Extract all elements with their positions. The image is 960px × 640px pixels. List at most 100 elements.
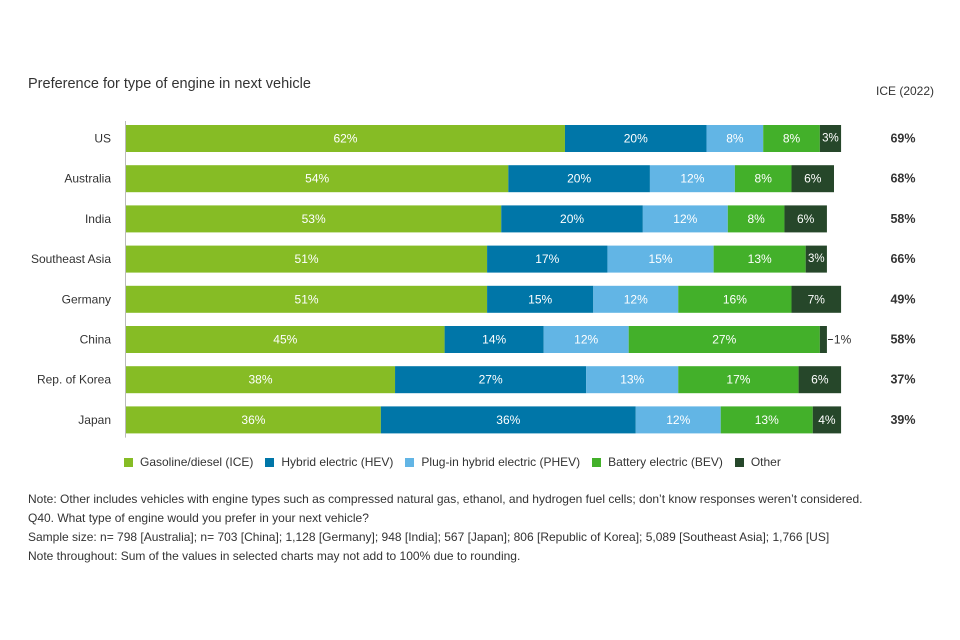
data-label: 36% bbox=[496, 413, 520, 427]
data-label: 27% bbox=[479, 373, 503, 387]
category-label: US bbox=[94, 132, 111, 146]
chart-notes: Note: Other includes vehicles with engin… bbox=[28, 490, 862, 566]
data-label: 8% bbox=[726, 132, 744, 146]
bar-segment bbox=[706, 125, 764, 152]
data-label: 12% bbox=[574, 333, 598, 347]
data-label: 13% bbox=[748, 252, 772, 266]
data-label: 8% bbox=[755, 172, 773, 186]
bar-segment bbox=[649, 165, 735, 193]
data-label: 15% bbox=[649, 252, 673, 266]
data-label: 53% bbox=[302, 212, 326, 226]
ice-2022-value: 58% bbox=[890, 333, 915, 347]
bar-segment bbox=[444, 326, 544, 353]
bar-segment bbox=[819, 326, 827, 353]
data-label: 17% bbox=[535, 252, 559, 266]
legend-swatch bbox=[592, 457, 602, 467]
bar-segment bbox=[487, 245, 608, 273]
data-label: 14% bbox=[482, 333, 506, 347]
bar-segment bbox=[126, 285, 488, 313]
bar-segment bbox=[628, 326, 820, 353]
legend-item: Other bbox=[734, 455, 781, 469]
note-sample-size: Sample size: n= 798 [Australia]; n= 703 … bbox=[28, 530, 830, 544]
bar-segment bbox=[607, 245, 714, 273]
bar-segment bbox=[812, 406, 842, 434]
bar-segment bbox=[791, 165, 834, 193]
data-label: 27% bbox=[712, 333, 736, 347]
bar-segment bbox=[642, 205, 728, 233]
bar-segment bbox=[380, 406, 636, 434]
bar-segment bbox=[784, 205, 827, 233]
ice-2022-value: 39% bbox=[890, 413, 915, 427]
note-question: Q40. What type of engine would you prefe… bbox=[28, 511, 369, 525]
data-label: 7% bbox=[808, 292, 826, 306]
data-label: 6% bbox=[797, 212, 815, 226]
legend-label: Plug-in hybrid electric (PHEV) bbox=[421, 455, 581, 469]
category-label: China bbox=[80, 333, 112, 347]
bar-segment bbox=[720, 406, 813, 434]
bar-segment bbox=[487, 285, 594, 313]
data-label: 54% bbox=[305, 172, 329, 186]
legend-swatch bbox=[734, 457, 744, 467]
data-label: 12% bbox=[680, 172, 704, 186]
bar-segment bbox=[805, 245, 827, 273]
data-label: 16% bbox=[723, 292, 747, 306]
data-label: 15% bbox=[528, 292, 552, 306]
data-label: 51% bbox=[295, 292, 319, 306]
legend-label: Hybrid electric (HEV) bbox=[281, 455, 394, 469]
bar-segment bbox=[819, 125, 842, 152]
bar-segment bbox=[678, 285, 792, 313]
bar-segment bbox=[126, 165, 509, 193]
data-label: 17% bbox=[726, 373, 750, 387]
legend-swatch bbox=[124, 457, 133, 467]
legend-item: Battery electric (BEV) bbox=[592, 455, 723, 469]
bar-segment bbox=[543, 326, 629, 353]
data-label: 20% bbox=[624, 132, 648, 146]
category-label: Rep. of Korea bbox=[37, 373, 111, 387]
data-label: 4% bbox=[818, 413, 836, 427]
data-label: 12% bbox=[624, 292, 648, 306]
legend-swatch bbox=[265, 457, 275, 467]
bar-segment bbox=[798, 366, 842, 394]
bar-segment bbox=[126, 245, 488, 273]
data-label: 45% bbox=[273, 333, 297, 347]
stacked-bar-chart: US 62% 20% 8% 8% 3% 69% Australia 54% 20% 12% 8% 6% 6… bbox=[31, 121, 916, 438]
category-label: Australia bbox=[64, 172, 111, 186]
bar-segment bbox=[791, 285, 842, 313]
legend-item: Plug-in hybrid electric (PHEV) bbox=[405, 455, 580, 469]
category-label: Germany bbox=[62, 292, 111, 306]
bar-segment bbox=[508, 165, 650, 193]
bar-segment bbox=[501, 205, 643, 233]
legend-label: Gasoline/diesel (ICE) bbox=[140, 455, 254, 469]
ice-2022-value: 58% bbox=[890, 212, 915, 226]
bar-segment bbox=[126, 366, 396, 394]
category-label: Japan bbox=[78, 413, 111, 427]
bar-segment bbox=[586, 366, 679, 394]
ice-2022-value: 37% bbox=[890, 373, 915, 387]
bar-segment bbox=[126, 406, 381, 434]
ice-2022-value: 68% bbox=[890, 172, 915, 186]
bar-segment bbox=[593, 285, 679, 313]
note-rounding: Note throughout: Sum of the values in se… bbox=[28, 549, 521, 563]
data-label: 8% bbox=[783, 132, 801, 146]
bar-segment bbox=[126, 326, 445, 353]
chart-title: Preference for type of engine in next ve… bbox=[28, 76, 311, 92]
data-label: 13% bbox=[620, 373, 644, 387]
bar-segment bbox=[763, 125, 820, 152]
data-label: 12% bbox=[673, 212, 697, 226]
bar-segment bbox=[126, 205, 502, 233]
data-label: 3% bbox=[822, 133, 839, 145]
data-label: 20% bbox=[560, 212, 584, 226]
data-label: 12% bbox=[666, 413, 690, 427]
ice-2022-value: 69% bbox=[890, 132, 915, 146]
bar-segment bbox=[564, 125, 707, 152]
data-label: 13% bbox=[755, 413, 779, 427]
data-label: 51% bbox=[295, 252, 319, 266]
ice-2022-header: ICE (2022) bbox=[876, 84, 935, 98]
bar-segment bbox=[727, 205, 785, 233]
ice-2022-value: 66% bbox=[890, 252, 915, 266]
bar-segment bbox=[395, 366, 587, 394]
ice-2022-value: 49% bbox=[890, 292, 915, 306]
bar-segment bbox=[635, 406, 721, 434]
bar-segment bbox=[713, 245, 806, 273]
legend-item: Hybrid electric (HEV) bbox=[265, 455, 393, 469]
